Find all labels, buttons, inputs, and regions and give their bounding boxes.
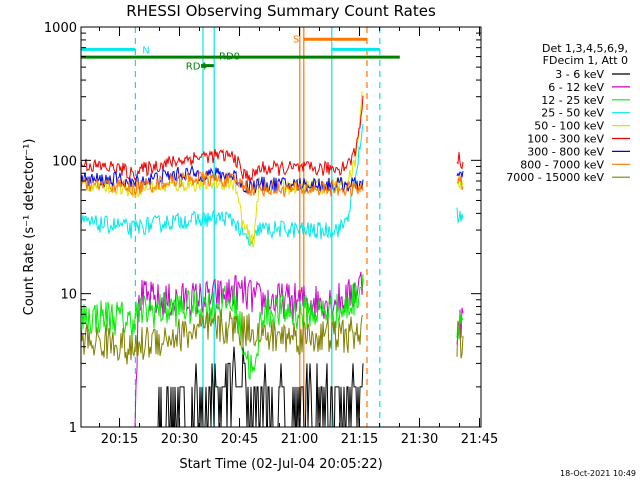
series-5-segment-1 bbox=[81, 91, 364, 248]
legend-header-2: FDecim 1, Att 0 bbox=[543, 54, 628, 67]
plot-area: N S RD0 RD4 bbox=[81, 27, 464, 427]
x-tick-label-5: 21:15 bbox=[341, 432, 378, 447]
x-tick-label-4: 21:00 bbox=[281, 432, 318, 447]
series-9 bbox=[81, 309, 464, 365]
series-6-segment-2 bbox=[456, 152, 464, 170]
legend-entry-9: 7000 - 15000 keV bbox=[506, 171, 604, 184]
x-tick-label-7: 21:45 bbox=[461, 432, 498, 447]
legend-entry-3: 12 - 25 keV bbox=[541, 94, 604, 107]
chart-title: RHESSI Observing Summary Count Rates bbox=[126, 2, 436, 20]
series-5-segment-2 bbox=[456, 177, 464, 191]
series-4-segment-1 bbox=[81, 123, 364, 247]
state-label-s: S bbox=[293, 34, 299, 45]
series-3-segment-1 bbox=[81, 274, 364, 380]
legend: Det 1,3,4,5,6,9,FDecim 1, Att 03 - 6 keV… bbox=[506, 42, 630, 184]
y-axis-label: Count Rate (s⁻¹ detector⁻¹) bbox=[22, 139, 37, 316]
legend-entry-2: 6 - 12 keV bbox=[548, 81, 604, 94]
series-4-segment-2 bbox=[456, 207, 464, 224]
y-tick-label-4: 1000 bbox=[44, 21, 77, 36]
legend-entry-6: 100 - 300 keV bbox=[527, 133, 604, 146]
series-8-segment-1 bbox=[81, 170, 364, 198]
state-label-rd0: RD0 bbox=[219, 52, 240, 63]
series-8-segment-2 bbox=[456, 175, 464, 191]
y-tick-label-2: 10 bbox=[60, 288, 77, 303]
y-tick-label-1: 1 bbox=[69, 421, 77, 436]
state-label-rd4: RD4 bbox=[186, 62, 207, 73]
y-tick-label-3: 100 bbox=[52, 154, 77, 169]
state-label-n: N bbox=[142, 45, 149, 56]
legend-entry-5: 50 - 100 keV bbox=[534, 120, 604, 133]
series-6-segment-1 bbox=[81, 95, 364, 183]
series-8 bbox=[81, 170, 464, 198]
plot-inner bbox=[81, 27, 464, 427]
plot-frame bbox=[80, 26, 482, 428]
legend-entry-1: 3 - 6 keV bbox=[555, 68, 604, 81]
x-tick-label-3: 20:45 bbox=[221, 432, 258, 447]
axes: 1 10 100 1000 20:15 20:30 20:45 21:00 21:15 21:30… bbox=[44, 21, 498, 447]
date-stamp: 18-Oct-2021 10:49 bbox=[560, 469, 636, 478]
x-tick-label-1: 20:15 bbox=[101, 432, 138, 447]
series-9-segment-2 bbox=[456, 320, 464, 359]
series-7 bbox=[81, 164, 464, 195]
x-tick-label-6: 21:30 bbox=[401, 432, 438, 447]
legend-entry-8: 800 - 7000 keV bbox=[520, 158, 604, 171]
legend-entry-4: 25 - 50 keV bbox=[541, 107, 604, 120]
series-7-segment-1 bbox=[81, 164, 364, 195]
x-tick-label-2: 20:30 bbox=[161, 432, 198, 447]
series-4 bbox=[81, 123, 464, 247]
legend-entry-7: 300 - 800 keV bbox=[527, 145, 604, 158]
series-6 bbox=[81, 95, 464, 183]
series-7-segment-2 bbox=[456, 171, 464, 178]
legend-header-1: Det 1,3,4,5,6,9, bbox=[542, 42, 628, 55]
x-axis-label: Start Time (02-Jul-04 20:05:22) bbox=[179, 457, 382, 472]
series-5 bbox=[81, 91, 464, 248]
series-9-segment-1 bbox=[81, 309, 364, 365]
